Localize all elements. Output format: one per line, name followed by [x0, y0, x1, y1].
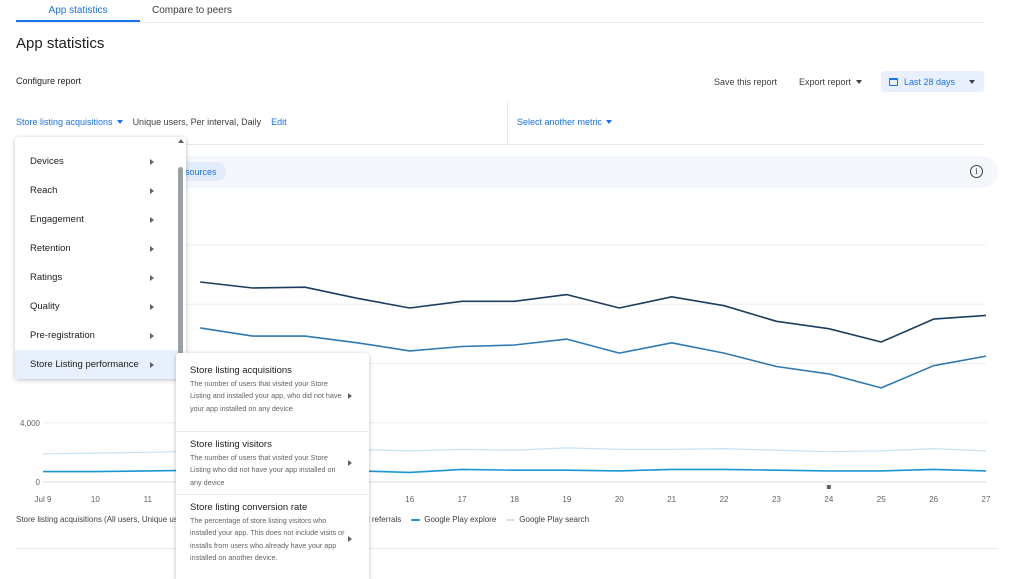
series-line-dark	[200, 281, 987, 343]
menu-item-retention[interactable]: Retention	[15, 234, 178, 263]
chevron-right-icon	[348, 536, 352, 542]
x-tick-label: 21	[667, 495, 676, 504]
chevron-right-icon	[150, 274, 154, 281]
legend-label: Google Play explore	[424, 515, 497, 524]
chevron-down-icon	[116, 120, 123, 124]
date-range-button[interactable]: Last 28 days	[881, 71, 984, 92]
legend-swatch	[506, 518, 516, 521]
metric-name: Store listing acquisitions	[16, 117, 113, 127]
menu-item-label: Reach	[30, 185, 58, 196]
menu-item-devices[interactable]: Devices	[15, 147, 178, 176]
series-line-mid	[200, 327, 987, 389]
save-report-button[interactable]: Save this report	[714, 77, 778, 87]
menu-item-label: Retention	[30, 243, 71, 254]
x-tick-label: 10	[91, 495, 100, 504]
menu-item-reach[interactable]: Reach	[15, 176, 178, 205]
submenu-item-store-listing-acquisitions[interactable]: Store listing acquisitions The number of…	[176, 357, 369, 431]
menu-item-store-listing-performance[interactable]: Store Listing performance	[15, 350, 178, 379]
menu-item-pre-registration[interactable]: Pre-registration	[15, 321, 178, 350]
chevron-down-icon	[606, 120, 613, 124]
legend-metric-prefix: Store listing acquisitions (All users, U…	[16, 515, 183, 524]
submenu-item-description: The number of users that visited your St…	[190, 453, 336, 487]
x-tick-label: 25	[877, 495, 886, 504]
edit-metric-link[interactable]: Edit	[271, 117, 287, 127]
y-tick-label: 4,000	[20, 419, 41, 428]
legend-item-search[interactable]: Google Play search	[506, 515, 589, 524]
x-tick-label: 24	[824, 495, 833, 504]
menu-item-label: Quality	[30, 301, 60, 312]
x-tick-label: 27	[982, 495, 991, 504]
chevron-down-icon	[856, 80, 863, 84]
tab-app-statistics[interactable]: App statistics	[16, 0, 140, 22]
menu-item-ratings[interactable]: Ratings	[15, 263, 178, 292]
metric-selector[interactable]: Store listing acquisitions	[16, 117, 123, 127]
x-tick-label: 20	[615, 495, 624, 504]
chevron-right-icon	[348, 460, 352, 466]
submenu-divider	[176, 431, 369, 432]
metric-row-divider	[16, 144, 984, 145]
x-tick-label: 16	[405, 495, 414, 504]
menu-item-label: Ratings	[30, 272, 63, 283]
chevron-right-icon	[150, 187, 154, 194]
menu-item-label: Devices	[30, 156, 64, 167]
submenu-item-description: The percentage of store listing visitors…	[190, 516, 345, 562]
menu-scrollbar[interactable]	[178, 167, 183, 377]
legend-label: Google Play search	[519, 515, 590, 524]
chevron-right-icon	[348, 393, 352, 399]
submenu-item-store-listing-visitors[interactable]: Store listing visitors The number of use…	[176, 431, 369, 493]
chart-legend: Store listing acquisitions (All users, U…	[16, 515, 589, 524]
select-another-metric[interactable]: Select another metric	[517, 117, 613, 127]
x-tick-label: 11	[144, 495, 153, 504]
metric-config-row: Store listing acquisitions Unique users,…	[16, 117, 287, 127]
x-tick-label: 17	[458, 495, 467, 504]
export-report-label: Export report	[799, 77, 852, 87]
x-tick-label: 26	[929, 495, 938, 504]
x-tick-label: Jul 9	[35, 495, 52, 504]
store-listing-submenu: Store listing acquisitions The number of…	[176, 353, 369, 579]
chevron-right-icon	[150, 361, 154, 368]
section-divider	[16, 548, 998, 549]
menu-item-label: Pre-registration	[30, 330, 95, 341]
tab-divider	[16, 22, 984, 23]
page-title: App statistics	[16, 35, 105, 52]
insights-info-icon[interactable]: i	[970, 165, 983, 178]
scroll-up-icon[interactable]	[178, 139, 184, 143]
date-range-label: Last 28 days	[904, 76, 956, 87]
submenu-item-store-listing-conversion-rate[interactable]: Store listing conversion rate The percen…	[176, 494, 369, 579]
configure-report-label: Configure report	[16, 76, 82, 86]
tab-bar: App statistics Compare to peers	[16, 0, 244, 22]
metric-details: Unique users, Per interval, Daily	[132, 117, 262, 127]
submenu-item-title: Store listing visitors	[190, 439, 272, 450]
chevron-right-icon	[150, 303, 154, 310]
metric-category-menu: Devices Reach Engagement Retention Ratin…	[15, 137, 186, 379]
chevron-right-icon	[150, 332, 154, 339]
submenu-divider	[176, 494, 369, 495]
x-tick-label: 19	[562, 495, 571, 504]
legend-partial: and referrals	[356, 515, 402, 524]
select-another-metric-label: Select another metric	[517, 117, 603, 127]
export-report-button[interactable]: Export report	[799, 77, 863, 87]
menu-item-engagement[interactable]: Engagement	[15, 205, 178, 234]
submenu-item-description: The number of users that visited your St…	[190, 379, 342, 413]
chevron-down-icon	[969, 79, 975, 84]
tab-compare-to-peers[interactable]: Compare to peers	[152, 5, 233, 16]
submenu-item-title: Store listing acquisitions	[190, 365, 292, 376]
submenu-item-title: Store listing conversion rate	[190, 502, 308, 513]
chevron-right-icon	[150, 216, 154, 223]
date-marker-icon	[826, 485, 831, 489]
chevron-right-icon	[150, 158, 154, 165]
legend-swatch	[411, 518, 421, 521]
sources-filter-chip[interactable]: sources	[176, 162, 226, 181]
y-tick-label: 0	[36, 478, 41, 487]
x-tick-label: 22	[720, 495, 729, 504]
chevron-right-icon	[150, 245, 154, 252]
legend-item-explore[interactable]: Google Play explore	[411, 515, 496, 524]
metric-divider	[507, 102, 508, 144]
calendar-icon	[889, 77, 898, 86]
menu-item-quality[interactable]: Quality	[15, 292, 178, 321]
menu-item-label: Engagement	[30, 214, 84, 225]
x-tick-label: 23	[772, 495, 781, 504]
x-tick-label: 18	[510, 495, 519, 504]
menu-item-label: Store Listing performance	[30, 359, 139, 370]
